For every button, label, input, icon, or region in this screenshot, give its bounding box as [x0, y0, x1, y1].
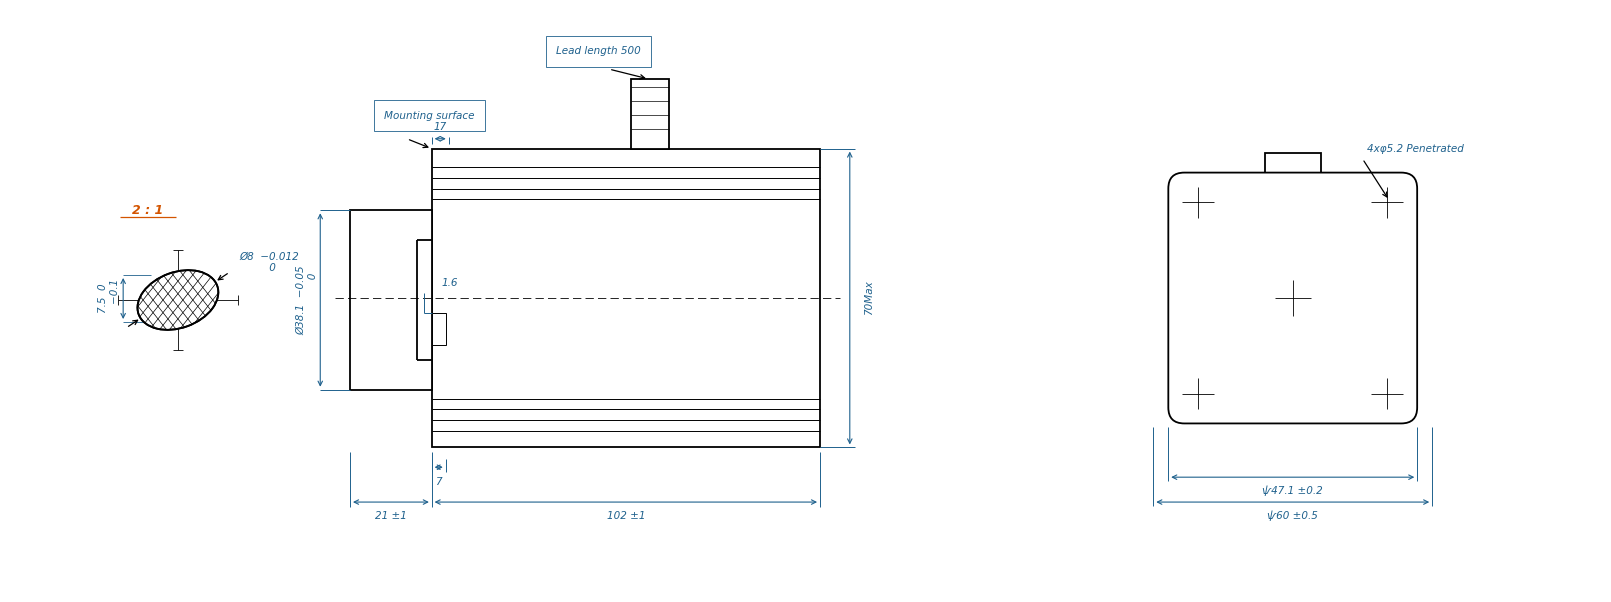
FancyBboxPatch shape	[1168, 173, 1418, 423]
Text: 17: 17	[433, 122, 446, 132]
Bar	[432, 313, 446, 345]
Bar	[432, 149, 820, 447]
Text: 7: 7	[435, 477, 441, 487]
Text: ѱ47.1 ±0.2: ѱ47.1 ±0.2	[1263, 486, 1323, 497]
Text: 1.6: 1.6	[441, 278, 458, 288]
Text: ѱ60 ±0.5: ѱ60 ±0.5	[1268, 510, 1318, 521]
Text: 7.5  0
    −0.1: 7.5 0 −0.1	[98, 279, 121, 317]
Text: Ø38.1  −0.05
               0: Ø38.1 −0.05 0	[296, 265, 317, 335]
Text: 102 ±1: 102 ±1	[607, 511, 644, 521]
Bar	[1265, 153, 1321, 173]
Bar	[350, 211, 432, 389]
Text: Ø8  −0.012
         0: Ø8 −0.012 0	[240, 252, 300, 273]
Text: Mounting surface: Mounting surface	[383, 111, 475, 121]
Text: 2 : 1: 2 : 1	[132, 204, 164, 217]
Bar	[632, 79, 669, 149]
Text: Lead length 500: Lead length 500	[556, 46, 641, 56]
Text: 21 ±1: 21 ±1	[375, 511, 408, 521]
Text: 4xφ5.2 Penetrated: 4xφ5.2 Penetrated	[1368, 144, 1464, 154]
Ellipse shape	[137, 270, 219, 330]
Text: 70Max: 70Max	[863, 281, 873, 315]
